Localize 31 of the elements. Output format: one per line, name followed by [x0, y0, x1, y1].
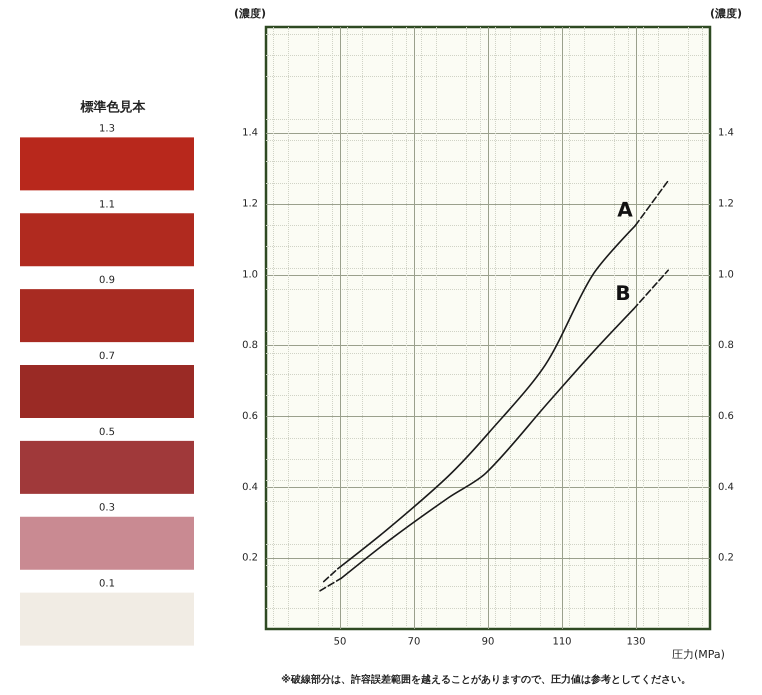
- y-tick-label: 0.8: [242, 340, 258, 352]
- y-tick-label: 1.4: [242, 128, 258, 139]
- y-tick-label: 1.1: [99, 199, 115, 210]
- y2-tick-label: 0.8: [718, 340, 734, 352]
- y-tick-label: 0.5: [99, 426, 115, 438]
- text: ※破線部分は、許容誤差範囲を越えることがありますので、圧力値は参考としてください。: [281, 674, 691, 686]
- y-tick-label: 0.3: [99, 502, 115, 514]
- y2-tick-label: 1.0: [718, 269, 734, 280]
- series-label: B: [615, 281, 631, 306]
- y-tick-label: 0.4: [242, 482, 258, 493]
- y2-tick-label: 1.2: [718, 198, 734, 210]
- y2-tick-label: 0.2: [718, 552, 734, 564]
- y-tick-label: 0.6: [242, 411, 258, 422]
- y-tick-label: 1.2: [242, 198, 258, 210]
- text: 標準色見本: [80, 100, 146, 115]
- y2-tick-label: 0.6: [718, 411, 734, 422]
- x-axis-title: 圧力(MPa): [672, 648, 725, 661]
- x-tick-label: 90: [482, 636, 494, 648]
- x-tick-label: 70: [408, 636, 420, 648]
- y2-tick-label: 1.4: [718, 128, 734, 139]
- y-tick-label: 0.7: [99, 351, 115, 362]
- y-tick-label: 1.0: [242, 269, 258, 280]
- y-tick-label: 0.1: [99, 578, 115, 590]
- x-tick-label: 130: [626, 636, 646, 648]
- y-tick-label: 0.2: [242, 552, 258, 564]
- x-tick-label: 50: [334, 636, 346, 648]
- y2-tick-label: 0.4: [718, 482, 734, 493]
- y-tick-label: 1.3: [99, 123, 115, 134]
- series-label: A: [617, 198, 634, 222]
- x-tick-label: 110: [552, 636, 572, 648]
- y-tick-label: 0.9: [99, 275, 115, 286]
